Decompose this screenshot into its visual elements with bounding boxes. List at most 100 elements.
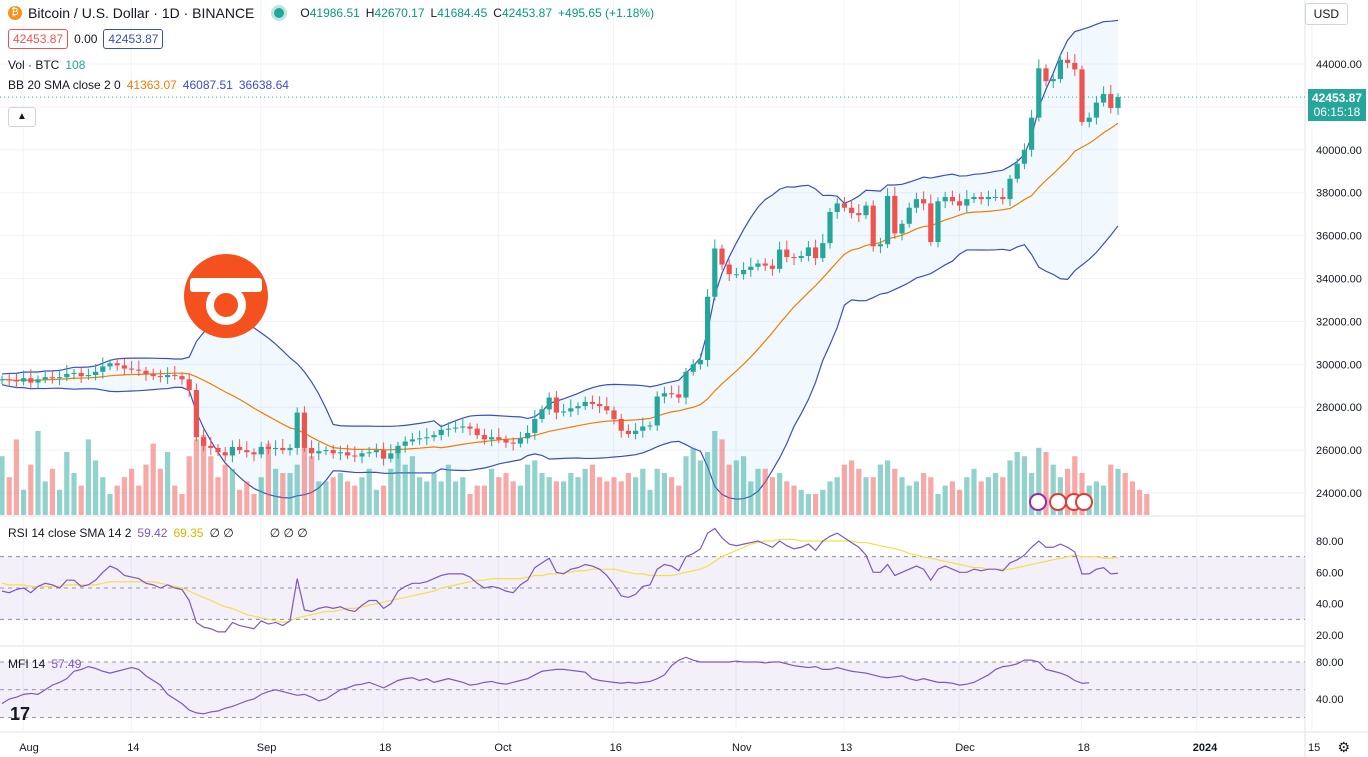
candle-body[interactable]	[654, 396, 660, 426]
candle-body[interactable]	[503, 439, 509, 443]
candle-body[interactable]	[373, 450, 379, 453]
gear-icon[interactable]: ⚙	[1337, 739, 1350, 755]
candle-body[interactable]	[35, 379, 41, 383]
candle-body[interactable]	[676, 394, 682, 398]
candle-body[interactable]	[1093, 102, 1099, 118]
candle-body[interactable]	[849, 207, 855, 214]
candle-body[interactable]	[993, 196, 999, 198]
candle-body[interactable]	[978, 196, 984, 200]
candle-body[interactable]	[258, 446, 264, 455]
candle-body[interactable]	[942, 196, 948, 202]
candle-body[interactable]	[683, 371, 689, 398]
candle-body[interactable]	[712, 248, 718, 297]
candle-body[interactable]	[532, 418, 538, 433]
candle-body[interactable]	[85, 375, 91, 377]
candle-body[interactable]	[733, 274, 739, 276]
candle-body[interactable]	[165, 375, 171, 378]
candle-body[interactable]	[1057, 59, 1063, 80]
candle-body[interactable]	[575, 406, 581, 409]
candle-body[interactable]	[157, 376, 163, 378]
candle-body[interactable]	[229, 446, 235, 456]
candle-body[interactable]	[222, 452, 228, 456]
mfi-legend-label[interactable]: MFI 14	[8, 657, 46, 671]
candle-body[interactable]	[1050, 79, 1056, 82]
candle-body[interactable]	[1007, 178, 1013, 200]
candle-body[interactable]	[913, 199, 919, 208]
candle-body[interactable]	[525, 432, 531, 439]
candle-body[interactable]	[935, 201, 941, 243]
candle-body[interactable]	[64, 373, 70, 378]
candle-body[interactable]	[208, 445, 214, 448]
candle-body[interactable]	[21, 378, 27, 382]
candle-body[interactable]	[697, 360, 703, 365]
candle-body[interactable]	[424, 437, 430, 439]
candle-body[interactable]	[661, 393, 667, 397]
candle-body[interactable]	[964, 199, 970, 206]
candle-body[interactable]	[813, 247, 819, 259]
candle-body[interactable]	[172, 375, 178, 377]
candle-body[interactable]	[93, 371, 99, 376]
candle-body[interactable]	[741, 269, 747, 275]
candle-body[interactable]	[705, 296, 711, 361]
candle-body[interactable]	[215, 447, 221, 453]
candle-body[interactable]	[345, 452, 351, 456]
candle-body[interactable]	[1101, 94, 1107, 103]
tradingview-logo[interactable]: 17	[10, 704, 31, 724]
candle-body[interactable]	[100, 366, 106, 372]
rsi-legend-label[interactable]: RSI 14 close SMA 14 2	[8, 526, 132, 540]
candle-body[interactable]	[150, 373, 156, 377]
candle-body[interactable]	[885, 195, 891, 245]
candle-body[interactable]	[971, 196, 977, 200]
candle-body[interactable]	[366, 452, 372, 454]
candle-body[interactable]	[395, 445, 401, 454]
us-event-flag-icon[interactable]	[1075, 493, 1093, 511]
candle-body[interactable]	[309, 447, 315, 454]
candle-body[interactable]	[784, 249, 790, 258]
candle-body[interactable]	[467, 426, 473, 429]
candle-body[interactable]	[143, 370, 149, 374]
candle-body[interactable]	[474, 428, 480, 436]
candle-body[interactable]	[460, 426, 466, 428]
candle-body[interactable]	[136, 369, 142, 371]
candle-body[interactable]	[431, 435, 437, 438]
event-marker-icon[interactable]	[1029, 493, 1047, 511]
candle-body[interactable]	[755, 263, 761, 267]
candle-body[interactable]	[748, 266, 754, 270]
candle-body[interactable]	[928, 203, 934, 243]
candle-body[interactable]	[1108, 94, 1114, 108]
candle-body[interactable]	[114, 363, 120, 366]
candle-body[interactable]	[251, 452, 257, 455]
candle-body[interactable]	[496, 437, 502, 440]
candle-body[interactable]	[625, 430, 631, 435]
candle-body[interactable]	[899, 223, 905, 234]
candle-body[interactable]	[798, 255, 804, 259]
candle-body[interactable]	[0, 379, 5, 381]
candle-body[interactable]	[121, 365, 127, 369]
candle-body[interactable]	[237, 446, 243, 451]
candle-body[interactable]	[13, 380, 19, 382]
candle-body[interactable]	[1014, 163, 1020, 179]
candle-body[interactable]	[201, 437, 207, 446]
candle-body[interactable]	[244, 450, 250, 453]
currency-selector[interactable]: USD	[1304, 3, 1348, 25]
symbol-title[interactable]: Bitcoin / U.S. Dollar · 1D · BINANCE	[28, 5, 255, 21]
candle-body[interactable]	[301, 412, 307, 448]
candle-body[interactable]	[381, 450, 387, 459]
ask-price[interactable]: 42453.87	[103, 29, 164, 49]
candle-body[interactable]	[273, 447, 279, 450]
candle-body[interactable]	[863, 205, 869, 216]
candle-body[interactable]	[762, 263, 768, 266]
candle-body[interactable]	[129, 368, 135, 370]
candle-body[interactable]	[568, 408, 574, 412]
candle-body[interactable]	[481, 435, 487, 440]
candle-body[interactable]	[539, 409, 545, 419]
candle-body[interactable]	[409, 439, 415, 442]
candle-body[interactable]	[949, 196, 955, 202]
candle-body[interactable]	[49, 377, 55, 379]
candle-body[interactable]	[294, 412, 300, 448]
candle-body[interactable]	[1086, 117, 1092, 122]
candle-body[interactable]	[892, 195, 898, 234]
candle-body[interactable]	[359, 453, 365, 457]
candle-body[interactable]	[669, 393, 675, 395]
